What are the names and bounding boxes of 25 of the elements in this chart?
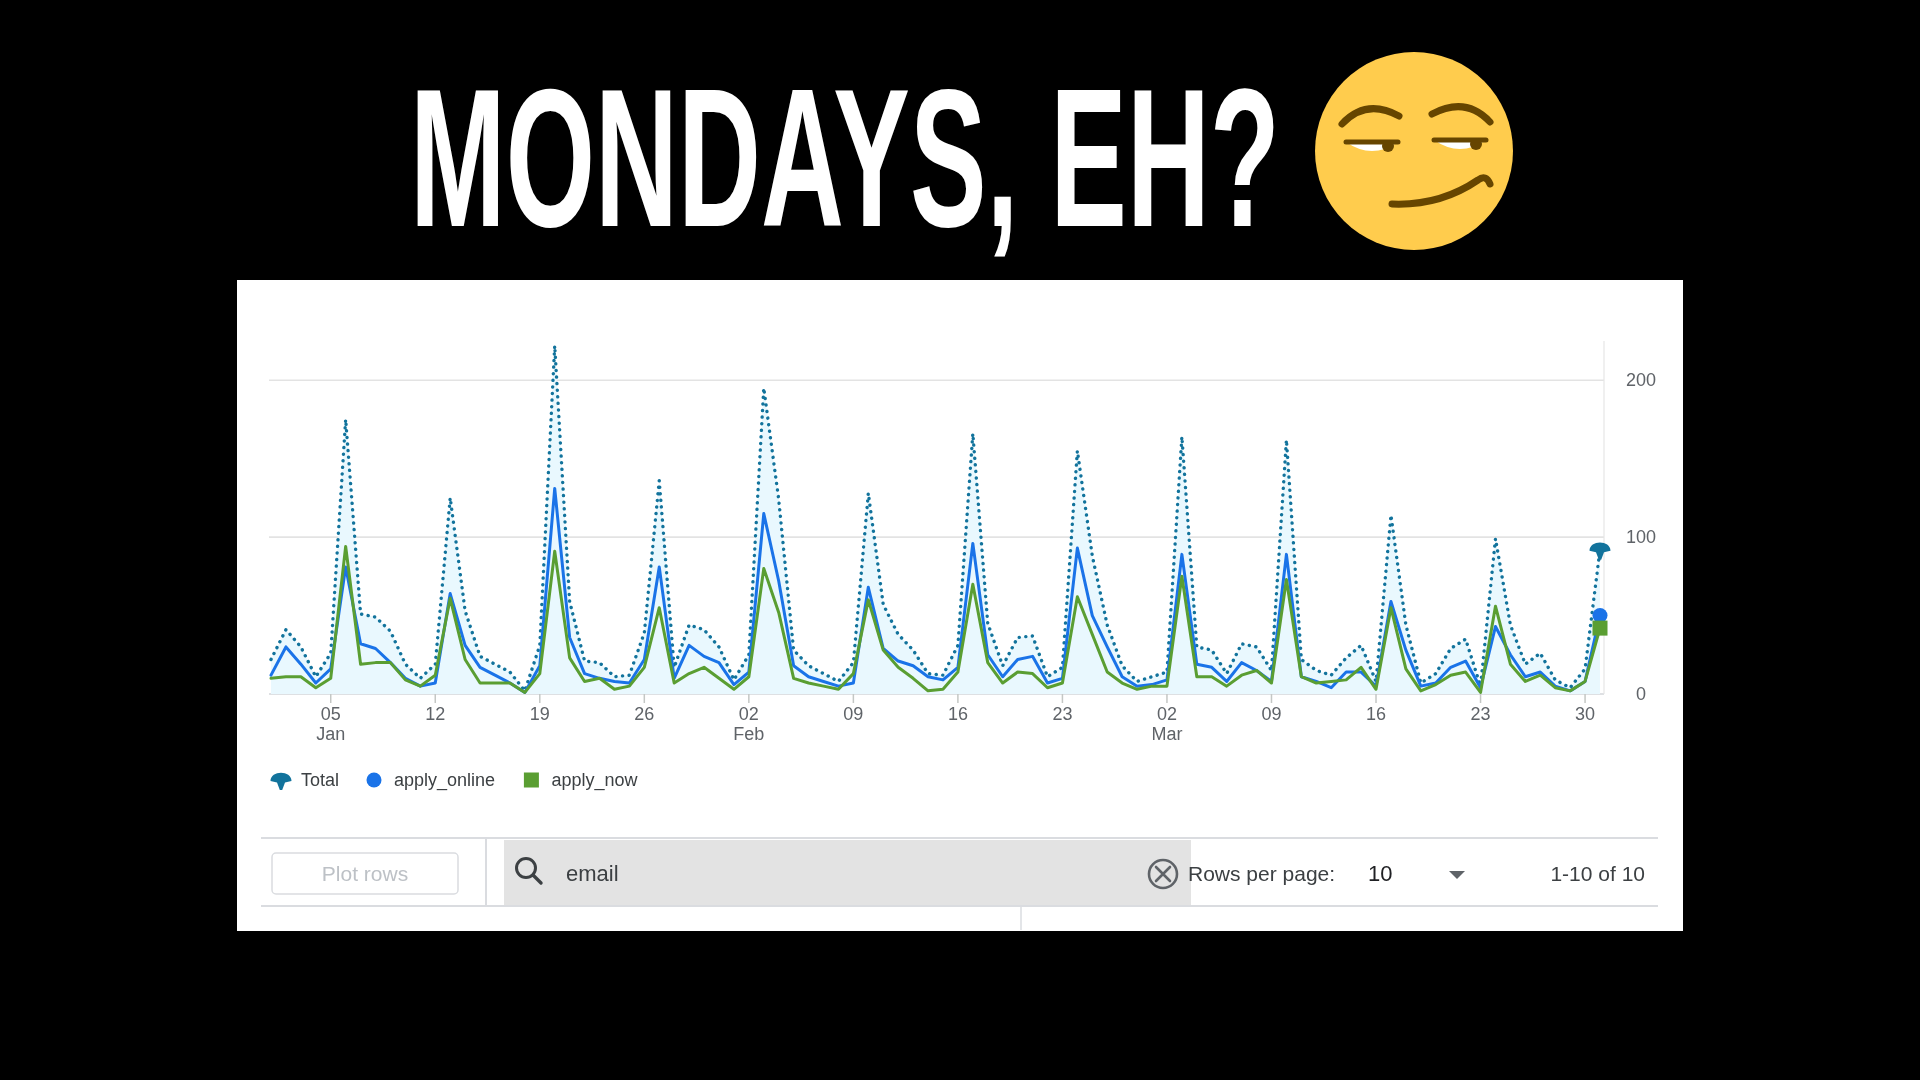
x-tick-label: 02 Mar — [1151, 704, 1183, 744]
text: 1-10 of 10 — [1550, 861, 1645, 885]
chart-title: MONDAYS, EH? — [409, 49, 1281, 268]
x-tick-label: 16 — [947, 704, 968, 724]
x-tick-label: 30 — [1575, 704, 1596, 724]
y-tick-label: 100 — [1625, 527, 1657, 548]
x-tick-label: 26 — [634, 704, 655, 724]
legend-label: apply_now — [551, 770, 639, 791]
text: Plot rows — [321, 861, 409, 885]
x-tick-label: 23 — [1052, 704, 1073, 724]
y-tick-label: 0 — [1635, 684, 1647, 704]
y-tick-label: 200 — [1625, 370, 1657, 391]
x-tick-label: 16 — [1366, 704, 1387, 724]
x-tick-label: 09 — [1261, 704, 1282, 724]
x-tick-label: 02 Feb — [733, 704, 765, 744]
text: email — [566, 860, 619, 886]
x-tick-label: 23 — [1470, 704, 1491, 724]
legend-label: apply_online — [394, 770, 496, 791]
text: Rows per page: — [1188, 861, 1336, 885]
x-tick-label: 19 — [529, 704, 550, 724]
x-tick-label: 05 Jan — [316, 704, 346, 744]
x-tick-label: 12 — [425, 704, 446, 724]
text: 10 — [1368, 860, 1393, 886]
x-tick-label: 09 — [843, 704, 864, 724]
legend-label: Total — [301, 770, 340, 790]
